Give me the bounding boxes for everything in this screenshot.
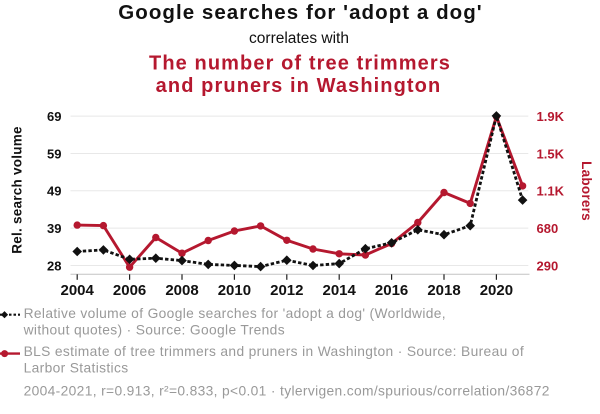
svg-text:Google searches for 'adopt a d: Google searches for 'adopt a dog' (118, 1, 482, 24)
svg-text:2016: 2016 (375, 282, 408, 299)
svg-text:2020: 2020 (480, 282, 513, 299)
svg-text:1.9K: 1.9K (537, 109, 565, 124)
svg-text:2012: 2012 (270, 282, 303, 299)
svg-text:correlates with: correlates with (249, 30, 349, 47)
svg-text:2004: 2004 (61, 282, 95, 299)
svg-text:1.1K: 1.1K (537, 184, 565, 199)
svg-text:without quotes) · Source: Goog: without quotes) · Source: Google Trends (23, 322, 285, 337)
svg-text:680: 680 (537, 221, 559, 236)
svg-text:2006: 2006 (113, 282, 146, 299)
svg-text:2008: 2008 (165, 282, 198, 299)
svg-text:59: 59 (47, 146, 61, 161)
svg-text:2010: 2010 (218, 282, 251, 299)
svg-text:Laborers: Laborers (579, 161, 594, 221)
svg-text:290: 290 (537, 258, 559, 273)
svg-text:1.5K: 1.5K (537, 146, 565, 161)
svg-text:Larbor Statistics: Larbor Statistics (24, 360, 129, 375)
svg-text:The number of tree trimmers: The number of tree trimmers (149, 53, 451, 75)
svg-text:Relative volume of Google sear: Relative volume of Google searches for '… (24, 306, 446, 321)
svg-text:2018: 2018 (427, 282, 460, 299)
svg-text:2004-2021, r=0.913, r²=0.833,: 2004-2021, r=0.913, r²=0.833, p<0.01 · t… (24, 383, 550, 398)
svg-text:49: 49 (47, 184, 61, 199)
svg-text:Rel. search volume: Rel. search volume (10, 126, 25, 254)
svg-text:BLS estimate of tree trimmers: BLS estimate of tree trimmers and pruner… (24, 344, 524, 359)
svg-text:28: 28 (47, 258, 61, 273)
svg-text:and pruners in Washington: and pruners in Washington (156, 75, 442, 97)
svg-text:2014: 2014 (323, 282, 357, 299)
svg-text:69: 69 (47, 109, 61, 124)
svg-text:39: 39 (47, 221, 61, 236)
